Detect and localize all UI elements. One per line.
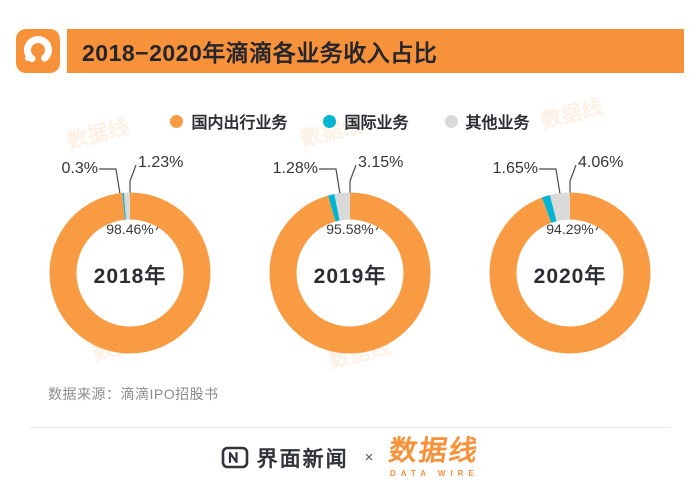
jiemian-logo-text: 界面新闻 — [256, 447, 349, 471]
label-domestic: 94.29% — [546, 221, 594, 237]
leader-line-left — [539, 168, 561, 195]
label-international: 1.28% — [272, 160, 318, 177]
didi-logo — [16, 29, 60, 73]
legend-dot-other-icon — [444, 114, 458, 128]
shujuxian-logo: 数据线 DATA WIRE — [387, 435, 482, 478]
legend-item-domestic: 国内出行业务 — [170, 109, 287, 133]
legend-item-other: 其他业务 — [444, 109, 530, 133]
donut-svg-2019 — [269, 164, 431, 354]
leader-line-left — [99, 168, 121, 195]
leader-line-left — [319, 168, 341, 195]
charts-row: 0.3% 1.23% 98.46% 2018年 1.28% 3.15% 95.5… — [20, 150, 680, 382]
donut-chart-2019: 1.28% 3.15% 95.58% 2019年 — [240, 150, 460, 382]
donut-ring — [489, 192, 651, 354]
legend-dot-domestic-icon — [170, 114, 184, 128]
year-label: 2019年 — [313, 265, 387, 288]
donut-ring — [269, 192, 431, 354]
donut-segment-other — [49, 192, 211, 354]
year-label: 2018年 — [93, 265, 167, 288]
legend-label-international: 国际业务 — [344, 115, 409, 132]
donut-segment-other — [269, 192, 431, 354]
logo-separator: × — [364, 449, 374, 466]
shujuxian-logo-text: 数据线 — [387, 435, 482, 466]
chart-legend: 国内出行业务 国际业务 其他业务 — [0, 109, 700, 133]
data-source: 数据来源：滴滴IPO招股书 — [48, 386, 219, 402]
legend-label-domestic: 国内出行业务 — [191, 115, 288, 132]
title-bar: 2018−2020年滴滴各业务收入占比 — [67, 29, 684, 73]
label-other: 1.23% — [138, 154, 184, 171]
label-domestic: 98.46% — [106, 221, 154, 237]
leader-line-right — [569, 164, 577, 193]
leader-line-right — [129, 164, 137, 193]
label-domestic: 95.58% — [326, 221, 374, 237]
footer-logos: 界面新闻 × 数据线 DATA WIRE — [0, 435, 700, 478]
donut-svg-2020 — [489, 164, 651, 354]
label-international: 1.65% — [492, 160, 538, 177]
donut-segment-other — [489, 192, 651, 354]
label-other: 4.06% — [578, 154, 624, 171]
label-international: 0.3% — [61, 160, 98, 177]
jiemian-logo: 界面新闻 — [221, 443, 349, 473]
legend-dot-international-icon — [323, 114, 337, 128]
year-label: 2020年 — [533, 265, 607, 288]
donut-ring — [49, 192, 211, 354]
label-other: 3.15% — [358, 154, 404, 171]
leader-line-right — [349, 164, 357, 193]
page-title: 2018−2020年滴滴各业务收入占比 — [82, 40, 438, 66]
footer-divider — [30, 427, 670, 428]
header: 2018−2020年滴滴各业务收入占比 — [16, 29, 684, 73]
donut-chart-2020: 1.65% 4.06% 94.29% 2020年 — [460, 150, 680, 382]
jiemian-logo-icon — [221, 446, 248, 469]
legend-label-other: 其他业务 — [465, 115, 530, 132]
legend-item-international: 国际业务 — [323, 109, 409, 133]
donut-svg-2018 — [49, 164, 211, 354]
didi-logo-icon — [23, 36, 52, 64]
shujuxian-logo-subtext: DATA WIRE — [389, 469, 479, 478]
donut-chart-2018: 0.3% 1.23% 98.46% 2018年 — [20, 150, 240, 382]
